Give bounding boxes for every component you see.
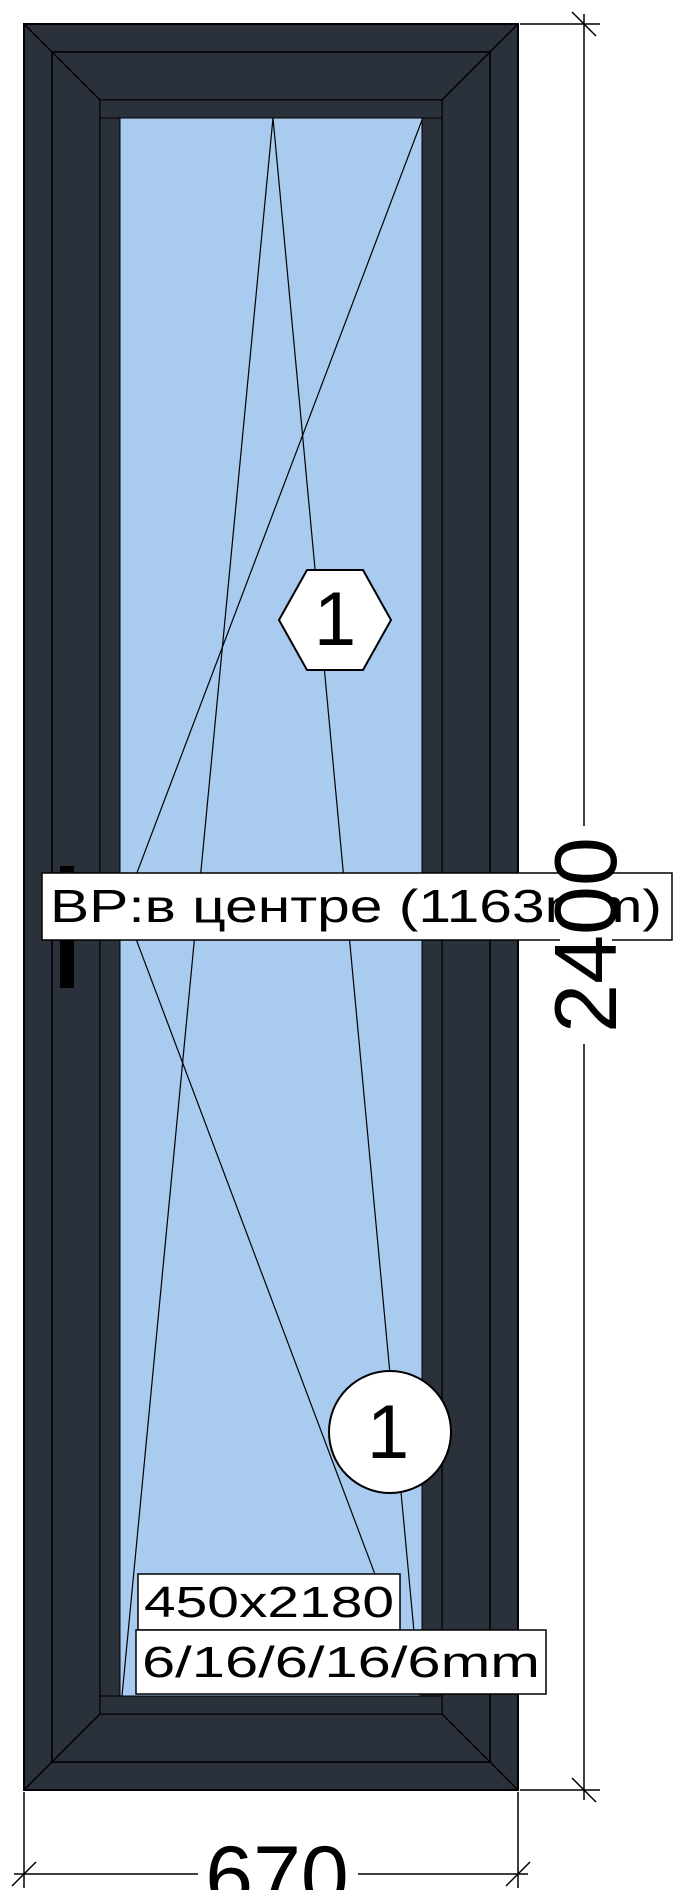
sash-size-box bbox=[137, 1573, 401, 1631]
glass-marker: 1 bbox=[328, 1370, 452, 1494]
bead-bottom bbox=[99, 1695, 443, 1715]
glass-spec-label: 6/16/6/16/6mm bbox=[142, 1638, 540, 1687]
sash-miter-bottom-right bbox=[441, 1713, 491, 1763]
width-label-mask bbox=[198, 1836, 358, 1890]
height-tick-bottom bbox=[571, 1777, 597, 1803]
miter-line-top-right bbox=[489, 23, 519, 53]
glass-marker-text: 1 bbox=[367, 1390, 409, 1475]
bead-top bbox=[99, 99, 443, 119]
miter-line-top-left bbox=[23, 23, 53, 53]
width-tick-right bbox=[505, 1861, 531, 1887]
sash-miter-bottom-left bbox=[51, 1713, 101, 1763]
sash-miter-top-right bbox=[441, 51, 491, 101]
sash-marker: 1 bbox=[277, 569, 393, 671]
circle-icon bbox=[328, 1370, 452, 1494]
width-label: 670 bbox=[205, 1829, 349, 1890]
sash-miter-top-left bbox=[51, 51, 101, 101]
width-tick-left bbox=[11, 1861, 37, 1887]
sash-size-label: 450x2180 bbox=[144, 1578, 394, 1627]
height-label-mask bbox=[560, 826, 612, 1044]
height-tick-top bbox=[571, 11, 597, 37]
miter-line-bottom-right bbox=[489, 1761, 519, 1791]
hexagon-icon bbox=[277, 569, 393, 671]
spec-callout: 450x2180 6/16/6/16/6mm bbox=[135, 1573, 547, 1695]
height-label: 2400 bbox=[536, 837, 635, 1033]
miter-line-bottom-left bbox=[23, 1761, 53, 1791]
glass-spec-box bbox=[135, 1629, 547, 1695]
turn-line-top bbox=[123, 119, 423, 908]
turn-line-bottom bbox=[123, 906, 421, 1695]
sash-marker-text: 1 bbox=[314, 577, 356, 662]
